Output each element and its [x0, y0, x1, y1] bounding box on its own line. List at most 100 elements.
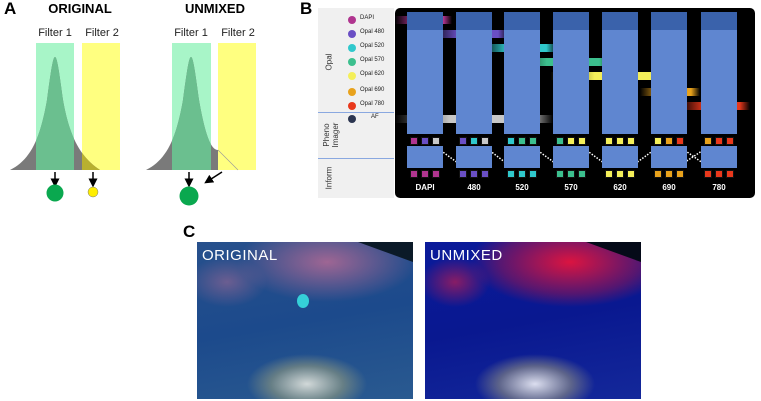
filter-square: [459, 137, 467, 145]
filter-square: [627, 137, 635, 145]
legend-label: Opal 780: [360, 101, 385, 107]
legend-dot: [348, 58, 356, 66]
unmixing-arrow: [631, 146, 659, 167]
unmixed-micrograph: UNMIXED: [425, 242, 641, 399]
filter-square: [676, 137, 684, 145]
channel-column: [602, 12, 638, 134]
unmixed-square: [616, 170, 624, 178]
legend-label: Opal 480: [360, 29, 385, 35]
filter-square: [432, 137, 440, 145]
unmixed-square: [518, 170, 526, 178]
legend-label: AF: [371, 114, 379, 120]
unmixed-square: [567, 170, 575, 178]
legend-label: Opal 570: [360, 57, 385, 63]
unmixing-arrow: [484, 146, 511, 167]
channel-column: [651, 12, 687, 134]
unmixed-square: [507, 170, 515, 178]
unmixing-box: [504, 146, 540, 168]
channel-label: DAPI: [415, 183, 435, 192]
unmixed-square: [654, 170, 662, 178]
filter-square: [704, 137, 712, 145]
channel-column: [456, 12, 492, 134]
legend-dot: [348, 115, 356, 123]
unmixed-square: [578, 170, 586, 178]
filter-square: [605, 137, 613, 145]
channel-column: [553, 12, 589, 134]
channel-label: 570: [564, 183, 578, 192]
unmixed-square: [470, 170, 478, 178]
unmixed-filter1-label: Filter 1: [174, 27, 208, 39]
panel-a-label: A: [4, 0, 17, 18]
unmixed-square: [410, 170, 418, 178]
unmixed-square: [605, 170, 613, 178]
unmixed-square: [529, 170, 537, 178]
unmixed-title: UNMIXED: [185, 1, 245, 16]
unmixed-label: UNMIXED: [430, 247, 503, 264]
unmixing-box: [602, 146, 638, 168]
channel-label: 520: [515, 183, 529, 192]
channel-column: [407, 12, 443, 134]
unmixed-square: [676, 170, 684, 178]
unmixed-square: [715, 170, 723, 178]
filter-square: [421, 137, 429, 145]
legend-label: Opal 620: [360, 71, 385, 77]
unmixed-square: [704, 170, 712, 178]
unmixed-square: [556, 170, 564, 178]
unmixing-arrow: [435, 146, 463, 167]
legend-label: Opal 690: [360, 87, 385, 93]
filter2-band: [82, 43, 120, 170]
unmixed-square: [726, 170, 734, 178]
filter-square: [481, 137, 489, 145]
filter-square: [665, 137, 673, 145]
unmixed-square: [459, 170, 467, 178]
divider: [318, 158, 394, 159]
filter-square: [556, 137, 564, 145]
unmixing-box: [553, 146, 589, 168]
legend-dot: [348, 44, 356, 52]
yellow-signal-dot: [87, 186, 99, 198]
unmixing-box: [407, 146, 443, 168]
legend-dot: [348, 30, 356, 38]
filter-square: [715, 137, 723, 145]
filter-square: [507, 137, 515, 145]
original-label: ORIGINAL: [202, 247, 278, 264]
legend-dot: [348, 72, 356, 80]
filter-square: [726, 137, 734, 145]
unmixed-filter2-label: Filter 2: [221, 27, 255, 39]
panel-c-label: C: [183, 222, 196, 241]
unmixing-box: [701, 146, 737, 168]
channel-label: 780: [712, 183, 726, 192]
original-filter1-label: Filter 1: [38, 27, 72, 39]
channel-label: 620: [613, 183, 627, 192]
legend-dot: [348, 16, 356, 24]
channel-label: 480: [467, 183, 481, 192]
unmixed-square: [627, 170, 635, 178]
unmixed-square: [481, 170, 489, 178]
channel-label: 690: [662, 183, 676, 192]
channel-column: [701, 12, 737, 134]
original-filter2-label: Filter 2: [85, 27, 119, 39]
original-title: ORIGINAL: [48, 1, 112, 16]
filter-square: [567, 137, 575, 145]
filter-square: [410, 137, 418, 145]
channel-column: [504, 12, 540, 134]
unmixing-box: [651, 146, 687, 168]
unmixing-arrow: [532, 146, 560, 167]
legend-dot: [348, 102, 356, 110]
filter-square: [518, 137, 526, 145]
unmixed-square: [421, 170, 429, 178]
original-micrograph: ORIGINAL: [197, 242, 413, 399]
unmixed-square: [665, 170, 673, 178]
row-label-column: [318, 8, 394, 198]
legend-dot: [348, 88, 356, 96]
filter-square: [529, 137, 537, 145]
unmixed-square: [432, 170, 440, 178]
green-signal-dot: [46, 184, 64, 202]
filter-square: [616, 137, 624, 145]
panel-b-label: B: [300, 0, 313, 18]
filter-square: [470, 137, 478, 145]
legend-label: DAPI: [360, 15, 375, 21]
divider: [318, 112, 394, 113]
filter-square: [578, 137, 586, 145]
unmixing-box: [456, 146, 492, 168]
